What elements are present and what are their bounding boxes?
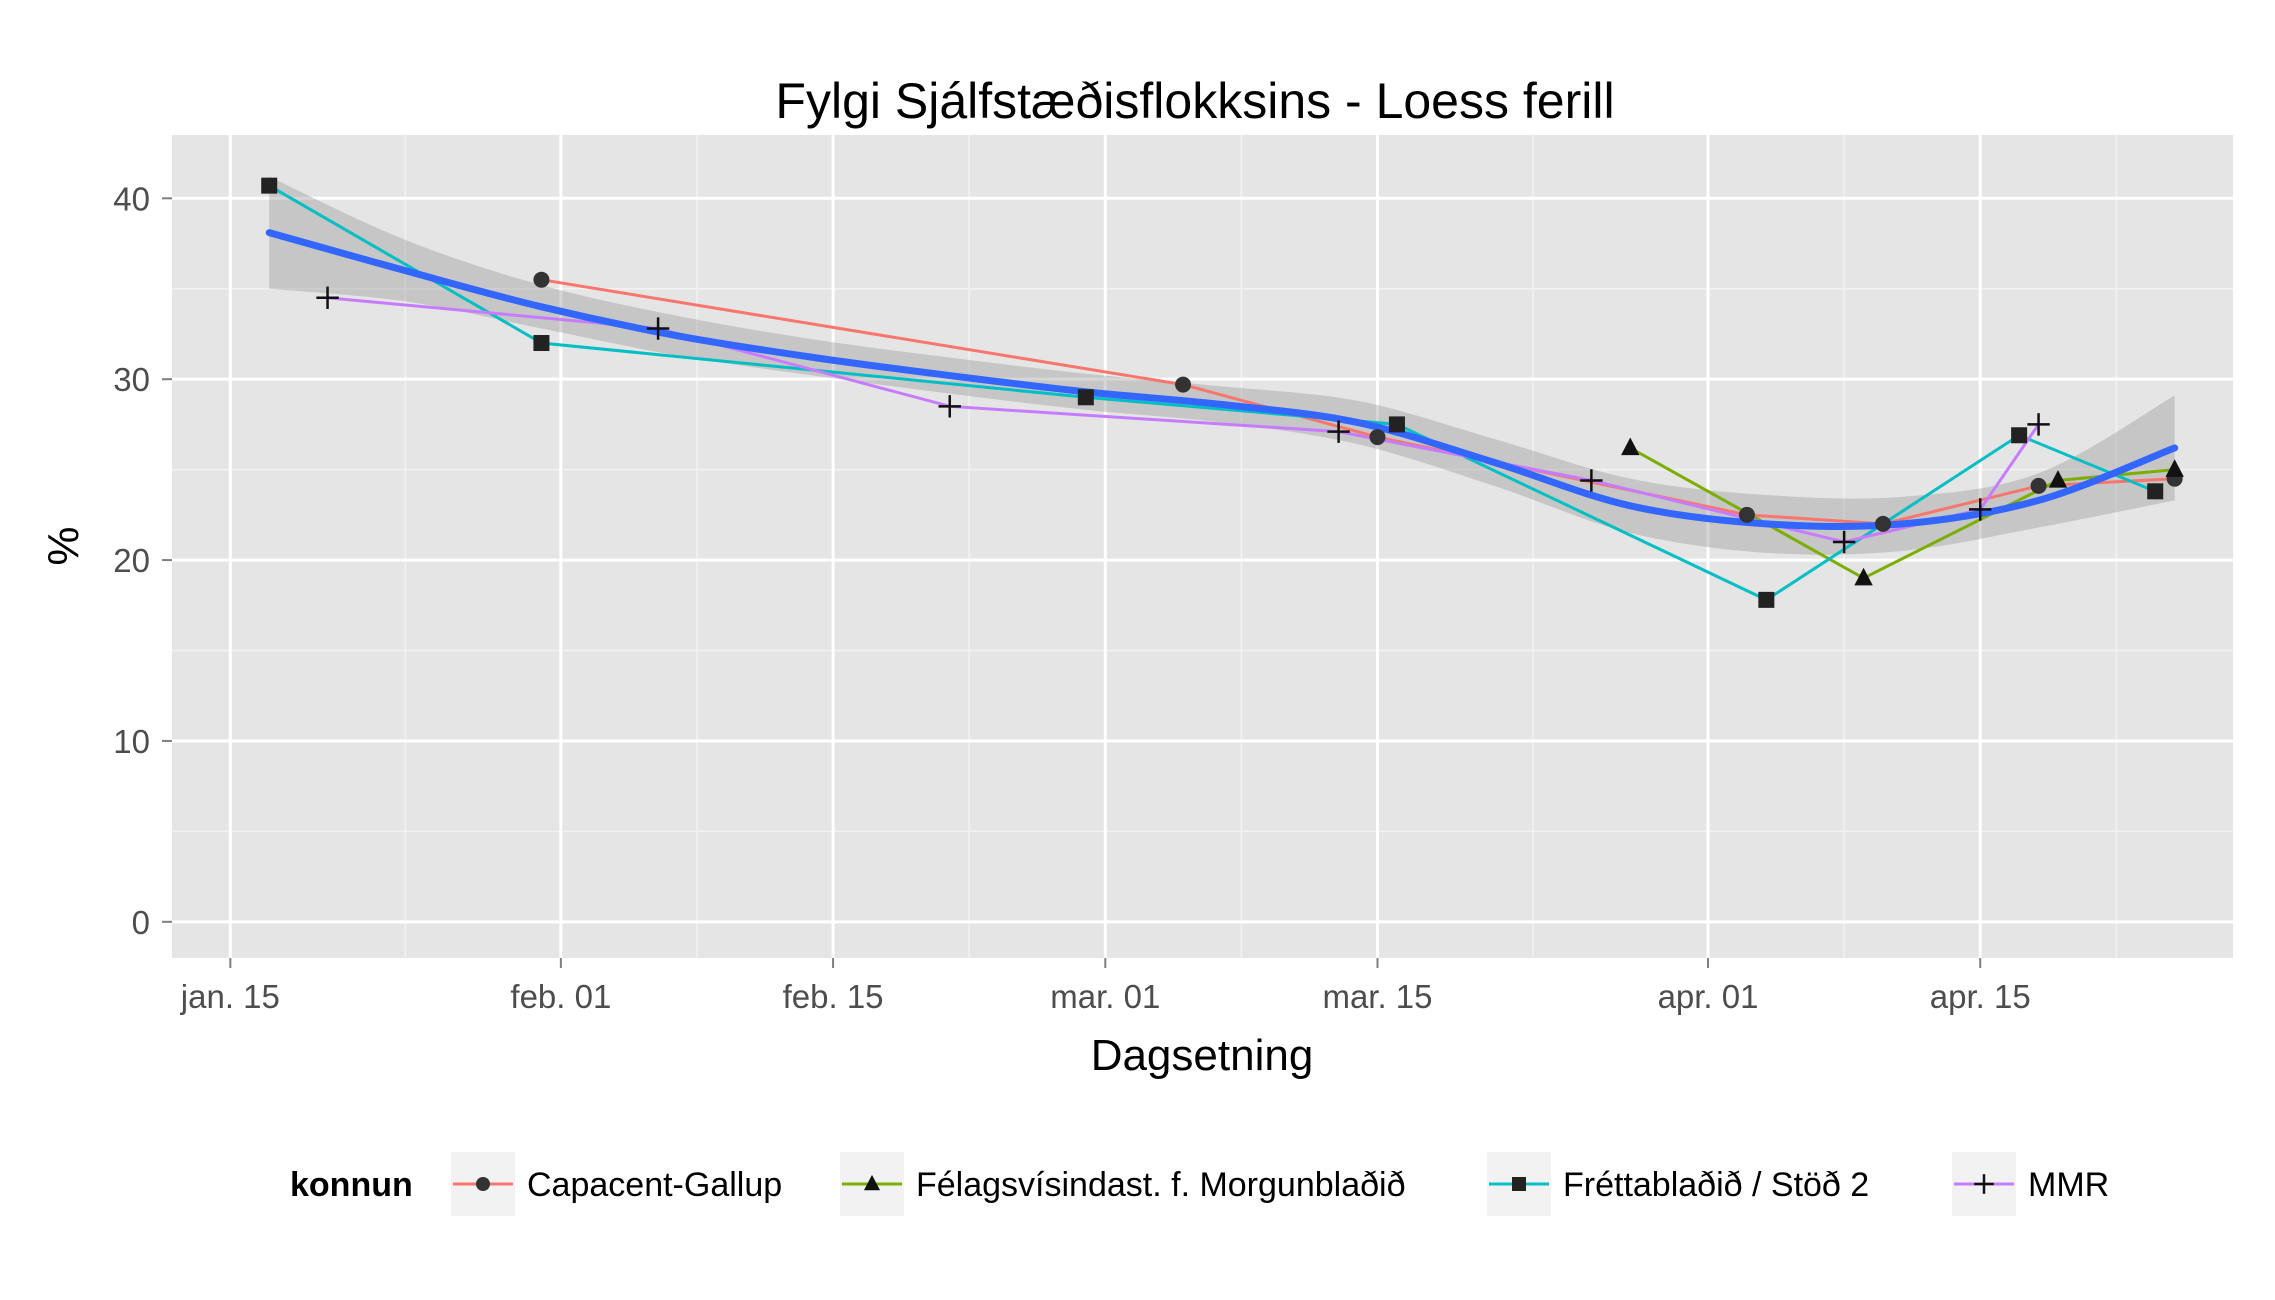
data-point-circle <box>1875 515 1892 532</box>
loess-curve <box>265 229 2179 530</box>
data-point-square <box>2011 427 2028 444</box>
legend-marker-square <box>1512 1177 1526 1191</box>
y-tick-label: 0 <box>132 904 150 941</box>
x-tick-label: jan. 15 <box>180 978 280 1015</box>
data-point-plus <box>2027 413 2050 436</box>
legend-title: konnun <box>290 1166 413 1204</box>
legend-label: Capacent-Gallup <box>527 1166 782 1204</box>
y-axis-ticks: 0 10 20 30 40 <box>113 180 172 941</box>
legend-label: MMR <box>2028 1166 2109 1204</box>
plot-panel <box>172 135 2233 958</box>
data-point-plus <box>1327 420 1350 443</box>
data-point-circle <box>1738 506 1755 523</box>
major-gridlines <box>172 135 2233 958</box>
legend-marker-circle <box>476 1177 490 1191</box>
data-point-plus <box>1832 530 1856 554</box>
x-axis-title: Dagsetning <box>1091 1031 1314 1080</box>
data-point-plus <box>646 317 670 340</box>
data-point-square <box>1077 389 1094 406</box>
data-point-plus <box>1580 469 1603 492</box>
x-tick-label: feb. 15 <box>783 978 884 1015</box>
y-axis-title: % <box>39 526 88 565</box>
data-point-circle <box>2030 477 2047 494</box>
data-point-circle <box>1369 429 1386 446</box>
data-point-square <box>261 177 278 194</box>
x-tick-label: apr. 15 <box>1930 978 2031 1015</box>
data-point-circle <box>1175 376 1192 393</box>
legend-label: Fréttablaðið / Stöð 2 <box>1563 1166 1869 1204</box>
legend-marker-plus <box>1974 1174 1994 1194</box>
x-axis-ticks: jan. 15 feb. 01 feb. 15 mar. 01 mar. 15 apr. … <box>180 958 2031 1015</box>
x-tick-label: mar. 15 <box>1322 978 1432 1015</box>
data-point-triangle <box>1621 437 1640 456</box>
y-tick-label: 30 <box>113 361 150 398</box>
data-point-plus <box>1969 498 1992 521</box>
x-tick-label: feb. 01 <box>510 978 611 1015</box>
legend-label: Félagsvísindast. f. Morgunblaðið <box>916 1166 1405 1204</box>
y-tick-label: 40 <box>113 180 150 217</box>
data-point-triangle <box>2048 470 2068 488</box>
data-point-triangle <box>1854 567 1873 586</box>
x-tick-label: apr. 01 <box>1658 978 1759 1015</box>
data-point-square <box>1388 416 1405 433</box>
y-tick-label: 10 <box>113 723 150 760</box>
chart-title: Fylgi Sjálfstæðisflokksins - Loess feril… <box>775 73 1614 129</box>
y-tick-label: 20 <box>113 542 150 579</box>
legend-marker-triangle <box>863 1174 881 1191</box>
data-point-square <box>533 335 550 352</box>
data-point-triangle <box>2165 459 2184 477</box>
legend: konnun Capacent-Gallup Félagsvísindast. f… <box>290 1152 2109 1216</box>
data-point-square <box>2147 483 2164 500</box>
data-point-plus <box>316 286 339 309</box>
loess-curve-layer <box>265 229 2179 530</box>
data-point-plus <box>938 395 961 418</box>
data-point-square <box>1758 591 1775 608</box>
x-tick-label: mar. 01 <box>1050 978 1160 1015</box>
data-point-circle <box>533 271 550 288</box>
series-points-layer <box>261 177 2184 608</box>
